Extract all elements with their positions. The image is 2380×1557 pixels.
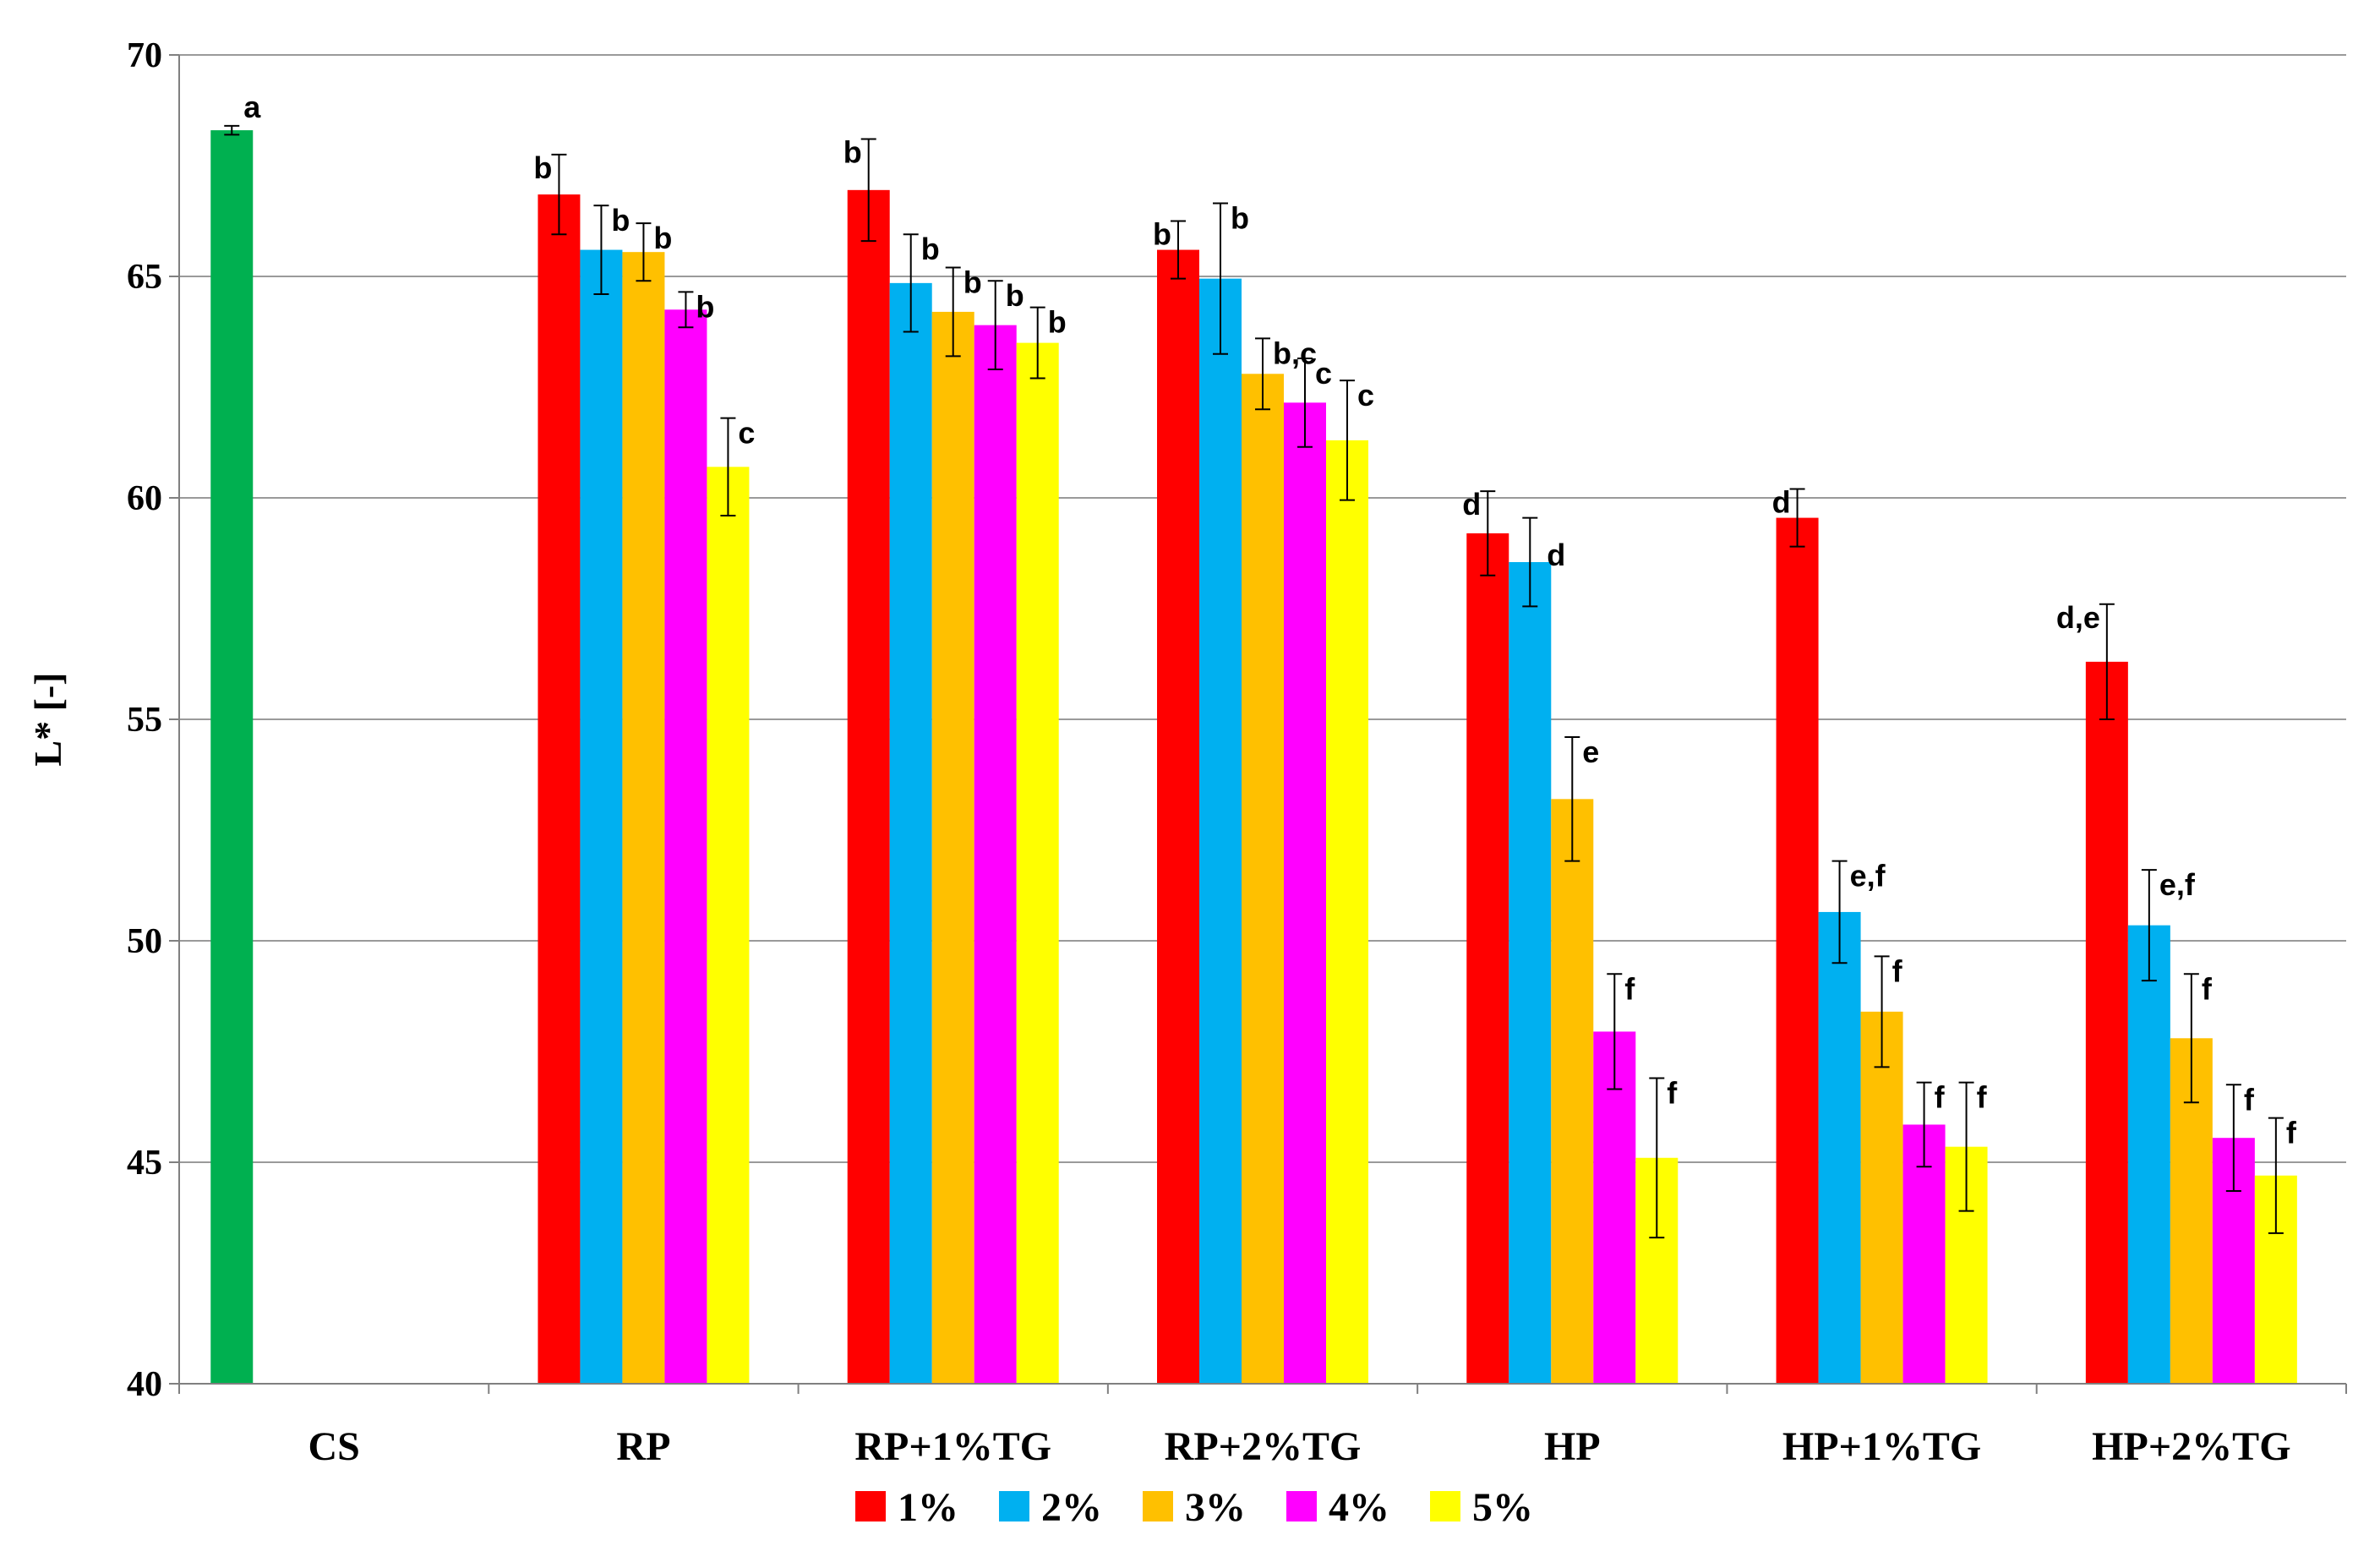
legend-label: 3%: [1185, 1485, 1246, 1530]
y-axis-title: L* [-]: [26, 672, 69, 766]
x-category-label: HP+2%TG: [2092, 1424, 2290, 1469]
data-label: f: [1624, 971, 1635, 1006]
data-label: b: [1231, 201, 1249, 236]
y-tick-label: 50: [127, 922, 162, 961]
legend-label: 4%: [1329, 1485, 1389, 1530]
bar-3pct: [1551, 799, 1594, 1384]
y-tick-label: 70: [127, 36, 162, 75]
legend: 1% 2% 3% 4% 5%: [855, 1485, 1533, 1530]
bar-1pct: [1466, 533, 1509, 1384]
bar-2pct: [2127, 925, 2170, 1384]
data-label: e,f: [1850, 859, 1886, 893]
bar-2pct: [1509, 561, 1552, 1384]
bar-1pct: [847, 189, 890, 1384]
bar-2pct: [889, 282, 932, 1384]
data-label: b: [611, 203, 630, 238]
bar-1pct: [538, 194, 581, 1384]
data-label: b: [653, 221, 672, 255]
y-tick-label: 55: [127, 701, 162, 740]
bar-4pct: [664, 309, 707, 1384]
bar-1pct: [1157, 249, 1199, 1384]
data-label: d: [1547, 538, 1565, 572]
y-tick-label: 45: [127, 1144, 162, 1183]
axes: [178, 55, 2346, 1385]
data-label: b: [921, 232, 940, 266]
bar-4pct: [1902, 1124, 1946, 1384]
data-label: f: [2244, 1082, 2255, 1117]
data-label: a: [243, 90, 261, 124]
legend-label: 1%: [898, 1485, 958, 1530]
data-label: b: [696, 289, 714, 324]
data-label: b: [1006, 278, 1024, 313]
data-label: b: [1153, 217, 1171, 252]
data-label: f: [1667, 1075, 1678, 1110]
bars: [210, 130, 2297, 1385]
y-tick-label: 65: [127, 258, 162, 297]
x-category-label: RP+2%TG: [1165, 1424, 1362, 1469]
x-category-label: HP+1%TG: [1782, 1424, 1981, 1469]
legend-swatch-3pct: [1143, 1491, 1173, 1521]
data-label: f: [1892, 953, 1903, 988]
y-tick-label: 60: [127, 479, 162, 518]
data-label: d: [1462, 487, 1481, 522]
bar-3pct: [1242, 374, 1284, 1384]
bar-1pct: [2085, 661, 2128, 1384]
bar-2pct: [580, 249, 623, 1384]
data-label: f: [2202, 971, 2213, 1006]
data-label: f: [2286, 1116, 2297, 1150]
error-bars: [224, 124, 2284, 1239]
legend-swatch-1pct: [855, 1491, 886, 1521]
bar-5pct: [707, 467, 750, 1384]
data-label: b,c: [1273, 336, 1317, 370]
x-category-label: RP+1%TG: [854, 1424, 1051, 1469]
bar-4pct: [1593, 1031, 1636, 1384]
data-label: f: [1935, 1080, 1946, 1115]
data-label: b: [963, 265, 982, 300]
data-label: e: [1582, 735, 1599, 769]
y-tick-labels: 40 45 50 55 60 65 70: [127, 36, 162, 1404]
bar-3pct: [1860, 1011, 1903, 1384]
data-label: b: [1048, 305, 1067, 340]
legend-label: 5%: [1472, 1485, 1533, 1530]
data-label: c: [738, 416, 755, 451]
x-category-labels: CS RP RP+1%TG RP+2%TG HP HP+1%TG HP+2%TG: [308, 1424, 2290, 1469]
data-label: c: [1315, 356, 1332, 391]
bar-5pct: [1326, 440, 1368, 1384]
legend-label: 2%: [1041, 1485, 1102, 1530]
y-tick-label: 40: [127, 1365, 162, 1404]
data-label: d,e: [2056, 600, 2100, 635]
bar-5pct: [1016, 342, 1059, 1385]
data-label: e,f: [2159, 867, 2196, 902]
data-label: b: [533, 150, 552, 185]
bar-1pct: [1776, 517, 1819, 1384]
bar-2pct: [1818, 911, 1861, 1384]
legend-swatch-5pct: [1430, 1491, 1460, 1521]
bar-3pct: [931, 311, 974, 1384]
x-category-label: HP: [1544, 1424, 1601, 1469]
data-label: f: [1977, 1080, 1988, 1115]
bar-control: [210, 130, 254, 1385]
legend-swatch-2pct: [999, 1491, 1029, 1521]
bar-4pct: [1284, 402, 1326, 1385]
legend-swatch-4pct: [1286, 1491, 1317, 1521]
data-label: d: [1772, 485, 1791, 520]
bar-3pct: [622, 252, 665, 1385]
bar-2pct: [1199, 278, 1242, 1384]
data-label: c: [1357, 378, 1374, 412]
bar-4pct: [974, 325, 1017, 1384]
x-category-label: CS: [308, 1424, 359, 1469]
data-label: b: [843, 135, 862, 170]
x-category-label: RP: [616, 1424, 670, 1469]
